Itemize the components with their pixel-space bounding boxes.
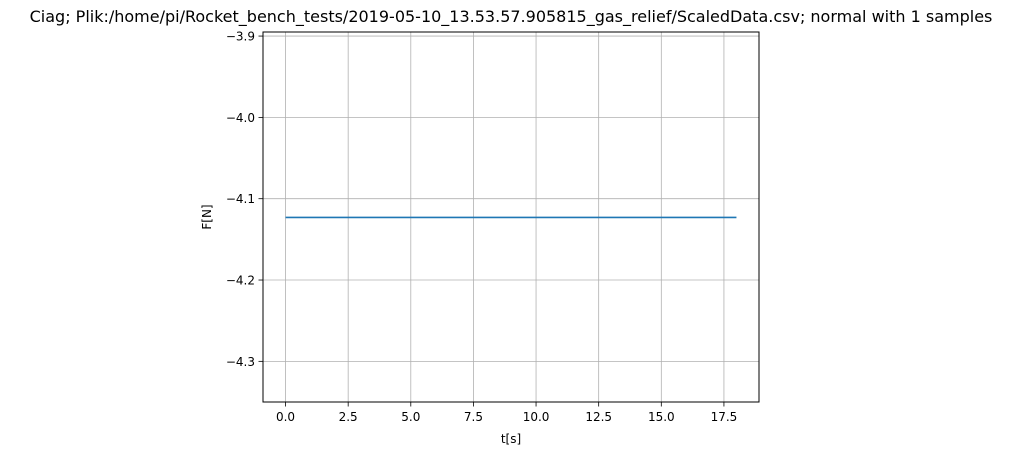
y-tick-label: −3.9 (226, 30, 255, 44)
y-tick-label: −4.1 (226, 192, 255, 206)
y-tick-label: −4.3 (226, 355, 255, 369)
plot-frame (262, 31, 760, 403)
x-tick-label: 10.0 (523, 410, 550, 424)
x-tick-label: 2.5 (339, 410, 358, 424)
x-tick-label: 0.0 (276, 410, 295, 424)
x-tick-label: 17.5 (711, 410, 738, 424)
x-tick-label: 5.0 (401, 410, 420, 424)
x-tick-label: 15.0 (648, 410, 675, 424)
x-axis-label: t[s] (501, 432, 521, 446)
chart-title: Ciag; Plik:/home/pi/Rocket_bench_tests/2… (30, 7, 993, 27)
x-tick-label: 7.5 (464, 410, 483, 424)
tick-layer: 0.0 2.5 5.0 7.5 10.0 12.5 15.0 17.5 −3.9 −4.0 −4.1… (226, 30, 737, 424)
y-tick-label: −4.0 (226, 111, 255, 125)
x-tick-label: 12.5 (585, 410, 612, 424)
y-axis-label: F[N] (200, 204, 214, 229)
y-tick-label: −4.2 (226, 274, 255, 288)
